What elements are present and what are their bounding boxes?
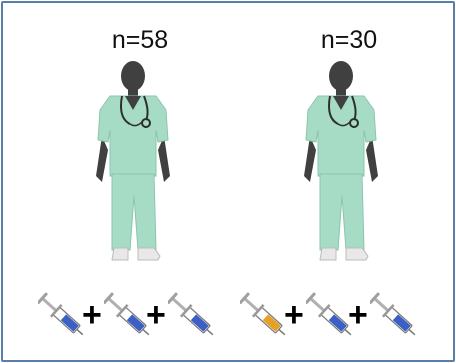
healthcare-worker-icon: [96, 61, 170, 261]
plus-icon: +: [348, 296, 368, 334]
person-figure: [304, 61, 378, 261]
group-2-count-label: n=30: [320, 26, 378, 54]
syringe-icon: [306, 292, 352, 336]
plus-icon: +: [146, 296, 166, 334]
syringe-icon: [370, 292, 416, 336]
group-1-count-label: n=58: [111, 26, 169, 54]
syringe-icon: [168, 292, 214, 336]
syringe-icon: [240, 292, 286, 336]
syringe-icon: [104, 292, 150, 336]
syringe-icon: [38, 292, 84, 336]
person-figure: [96, 61, 170, 261]
plus-icon: +: [82, 296, 102, 334]
group-2-vaccine-row: + +: [240, 288, 430, 344]
healthcare-worker-icon: [304, 61, 378, 261]
group-1-vaccine-row: + +: [38, 288, 228, 344]
plus-icon: +: [284, 296, 304, 334]
